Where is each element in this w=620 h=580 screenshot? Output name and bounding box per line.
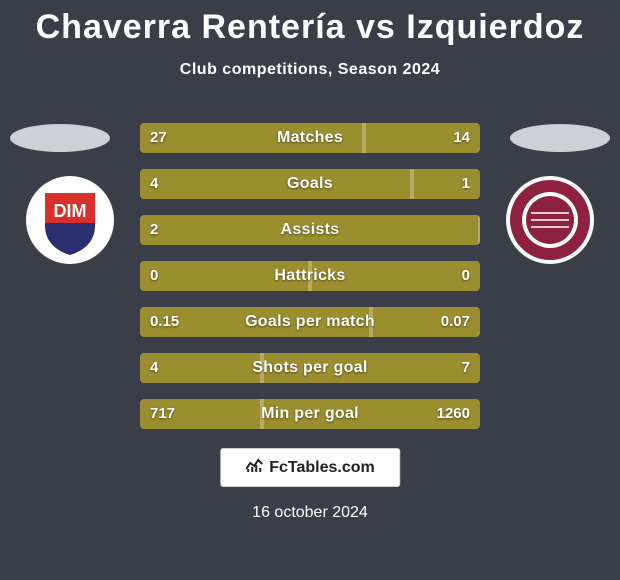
chart-icon bbox=[245, 457, 263, 478]
date-text: 16 october 2024 bbox=[0, 504, 620, 522]
stat-row: 41Goals bbox=[140, 169, 480, 199]
stat-label: Matches bbox=[140, 123, 480, 153]
stat-row: 7171260Min per goal bbox=[140, 399, 480, 429]
stat-label: Shots per goal bbox=[140, 353, 480, 383]
stat-row: 2714Matches bbox=[140, 123, 480, 153]
team-badge-left: DIM bbox=[25, 175, 115, 265]
stat-label: Goals bbox=[140, 169, 480, 199]
stats-bars: 2714Matches 41Goals 2Assists 00Hattricks 0.1… bbox=[140, 123, 480, 445]
stat-label: Goals per match bbox=[140, 307, 480, 337]
fctables-logo: FcTables.com bbox=[220, 448, 400, 487]
stat-row: 0.150.07Goals per match bbox=[140, 307, 480, 337]
player-shadow-right bbox=[510, 124, 610, 152]
stat-label: Min per goal bbox=[140, 399, 480, 429]
page-title: Chaverra Rentería vs Izquierdoz bbox=[0, 0, 620, 47]
stat-label: Assists bbox=[140, 215, 480, 245]
team-badge-right bbox=[505, 175, 595, 265]
stat-row: 00Hattricks bbox=[140, 261, 480, 291]
subtitle: Club competitions, Season 2024 bbox=[0, 61, 620, 79]
logo-text: FcTables.com bbox=[269, 459, 375, 477]
stat-row: 2Assists bbox=[140, 215, 480, 245]
player-shadow-left bbox=[10, 124, 110, 152]
svg-text:DIM: DIM bbox=[54, 201, 87, 221]
stat-label: Hattricks bbox=[140, 261, 480, 291]
stat-row: 47Shots per goal bbox=[140, 353, 480, 383]
